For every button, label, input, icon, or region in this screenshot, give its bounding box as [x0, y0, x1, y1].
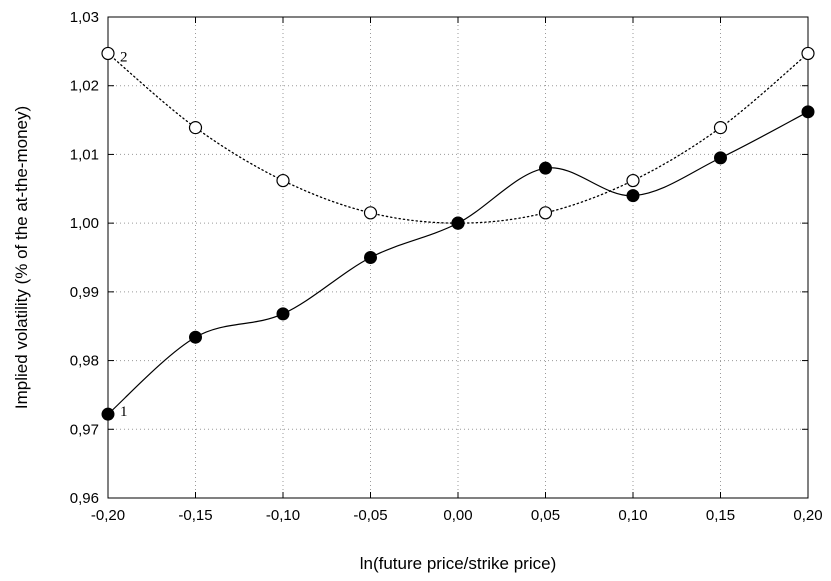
- y-tick-label: 0,97: [70, 421, 99, 438]
- series-1-point: [539, 161, 552, 175]
- series-1-point: [801, 105, 815, 119]
- y-tick-label: 1,02: [70, 78, 99, 95]
- series-2-point: [626, 173, 640, 188]
- series-1: 1: [101, 105, 815, 421]
- x-tick-label: -0,10: [266, 507, 300, 524]
- axis-ticks: [107, 16, 809, 499]
- series-2-point: [101, 46, 115, 61]
- y-tick-label: 1,00: [70, 215, 99, 232]
- y-tick-label: 0,98: [70, 353, 99, 370]
- series-2-point: [538, 206, 553, 220]
- y-tick-label: 0,96: [70, 490, 99, 507]
- x-tick-label: 0,15: [706, 507, 735, 524]
- series-2-point: [713, 121, 728, 135]
- grid-lines: [108, 17, 808, 498]
- series-1-point: [364, 251, 377, 264]
- y-axis-label: Implied volatility (% of the at-the-mone…: [12, 106, 31, 409]
- series-2-point: [188, 121, 203, 135]
- x-tick-label: 0,20: [793, 507, 822, 524]
- series-1-point: [626, 189, 640, 203]
- series-2-label: 2: [120, 49, 128, 65]
- y-tick-label: 1,03: [70, 9, 99, 26]
- series-1-label: 1: [120, 404, 128, 420]
- x-tick-label: 0,05: [531, 507, 560, 524]
- series-2-point: [363, 206, 378, 220]
- x-tick-label: -0,05: [353, 507, 387, 524]
- y-tick-label: 1,01: [70, 146, 99, 163]
- x-axis-label: ln(future price/strike price): [360, 554, 557, 573]
- series-2-point: [276, 173, 290, 188]
- series-1-point: [101, 407, 115, 421]
- series-1-point: [714, 151, 727, 165]
- x-tick-label: 0,00: [443, 507, 472, 524]
- x-tick-label: 0,10: [618, 507, 647, 524]
- series-2: 2: [101, 46, 815, 230]
- x-tick-label: -0,15: [178, 507, 212, 524]
- series-1-point: [451, 216, 465, 230]
- x-axis-tick-labels: -0,20 -0,15 -0,10 -0,05 0,00 0,05 0,10 0,15 0,20: [91, 507, 823, 524]
- y-tick-label: 0,99: [70, 284, 99, 301]
- series-1-point: [276, 307, 290, 321]
- y-axis-tick-labels: 0,96 0,97 0,98 0,99 1,00 1,01 1,02 1,03: [70, 9, 99, 507]
- series-1-point: [189, 330, 202, 344]
- series-2-point: [801, 46, 815, 61]
- series-layer: 21: [101, 46, 815, 421]
- x-tick-label: -0,20: [91, 507, 125, 524]
